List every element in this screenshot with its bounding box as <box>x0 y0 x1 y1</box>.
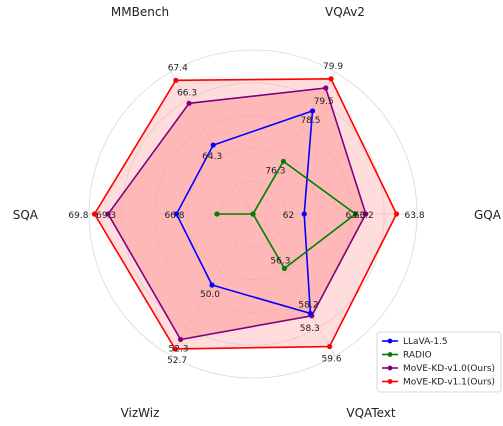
data-label-llava-1-5-vizwiz: 50.0 <box>200 290 220 300</box>
data-label-move-kd-v1-1-ours-mmbench: 67.4 <box>168 63 188 73</box>
series-point-move-kd-v1-0-ours-mmbench <box>186 100 192 106</box>
data-label-move-kd-v1-1-ours-sqa: 69.8 <box>68 211 88 221</box>
series-point-move-kd-v1-0-ours-sqa <box>105 211 111 217</box>
data-label-llava-1-5-gqa: 62 <box>283 211 294 221</box>
data-label-llava-1-5-vqav2: 78.5 <box>300 116 320 126</box>
axis-label-vqav2: VQAv2 <box>325 5 365 19</box>
series-point-radio-vqav2 <box>280 158 287 164</box>
series-point-move-kd-v1-1-ours-vqav2 <box>328 76 334 82</box>
data-label-radio-vqatext: 56.3 <box>270 256 290 266</box>
series-point-move-kd-v1-1-ours-vizwiz <box>172 346 178 352</box>
series-point-radio-sqa <box>214 211 220 217</box>
data-label-radio-gqa: 63.0 <box>345 211 365 221</box>
series-point-move-kd-v1-0-ours-vqav2 <box>323 85 329 91</box>
axis-labels: GQA VQAv2 MMBench SQA VizWiz VQAText <box>13 5 502 420</box>
data-label-move-kd-v1-0-ours-vizwiz: 52.3 <box>169 344 189 354</box>
data-label-llava-1-5-sqa: 66.8 <box>164 211 184 221</box>
legend-label-move-kd-v1-0-ours: MoVE-KD-v1.0(Ours) <box>403 364 495 374</box>
legend-marker-radio <box>387 352 393 357</box>
data-label-move-kd-v1-0-ours-vqatext: 58.3 <box>300 324 320 334</box>
data-label-move-kd-v1-1-ours-gqa: 63.8 <box>405 211 425 221</box>
series-point-llava-1-5-vizwiz <box>209 282 215 288</box>
data-label-move-kd-v1-0-ours-sqa: 69.3 <box>96 211 116 221</box>
data-label-move-kd-v1-0-ours-gqa: 63.2 <box>354 211 374 221</box>
series-point-llava-1-5-vqatext <box>307 310 313 317</box>
series-point-llava-1-5-gqa <box>301 211 307 217</box>
series-point-llava-1-5-sqa <box>173 211 180 217</box>
legend-box <box>376 331 502 393</box>
series-point-move-kd-v1-0-ours-vizwiz <box>177 336 184 343</box>
legend-label-llava-1-5: LLaVA-1.5 <box>403 337 448 347</box>
series-point-radio-vizwiz <box>250 211 256 217</box>
legend-marker-llava-1-5 <box>387 338 393 344</box>
legend: LLaVA-1.5 RADIO MoVE-KD-v1.0(Ours) MoVE-KD-… <box>376 331 502 393</box>
axis-label-mmbench: MMBench <box>111 5 169 19</box>
series-point-llava-1-5-mmbench <box>210 142 216 148</box>
data-label-llava-1-5-mmbench: 64.3 <box>202 152 222 162</box>
axis-label-vizwiz: VizWiz <box>121 406 160 420</box>
legend-label-move-kd-v1-1-ours: MoVE-KD-v1.1(Ours) <box>403 378 495 388</box>
axis-label-gqa: GQA <box>474 208 502 222</box>
series-point-move-kd-v1-1-ours-vqatext <box>326 343 333 350</box>
data-label-radio-vqav2: 76.3 <box>265 166 285 176</box>
data-labels: 62 78.5 64.3 66.8 50.0 58.2 63.0 76.3 56.3 63.2 79… <box>68 62 424 366</box>
axis-label-sqa: SQA <box>13 208 39 222</box>
data-label-llava-1-5-vqatext: 58.2 <box>298 300 318 310</box>
series-point-move-kd-v1-1-ours-mmbench <box>173 77 179 83</box>
series-point-move-kd-v1-1-ours-gqa <box>393 211 400 217</box>
axis-label-vqatext: VQAText <box>346 406 395 420</box>
series-point-radio-vqatext <box>281 265 288 272</box>
series-point-move-kd-v1-1-ours-sqa <box>91 211 98 217</box>
series-points <box>91 76 400 352</box>
data-label-move-kd-v1-1-ours-vizwiz: 52.7 <box>167 356 187 366</box>
legend-label-radio: RADIO <box>403 351 432 361</box>
series-point-radio-gqa <box>352 211 359 217</box>
series-point-move-kd-v1-0-ours-gqa <box>363 211 369 217</box>
data-label-move-kd-v1-1-ours-vqatext: 59.6 <box>322 355 342 365</box>
data-label-move-kd-v1-1-ours-vqav2: 79.9 <box>323 62 343 72</box>
series-point-llava-1-5-vqav2 <box>309 108 316 114</box>
legend-marker-move-kd-v1-0-ours <box>387 365 393 371</box>
data-label-move-kd-v1-0-ours-vqav2: 79.5 <box>314 97 334 107</box>
legend-marker-move-kd-v1-1-ours <box>387 379 393 384</box>
data-label-move-kd-v1-0-ours-mmbench: 66.3 <box>177 88 197 98</box>
